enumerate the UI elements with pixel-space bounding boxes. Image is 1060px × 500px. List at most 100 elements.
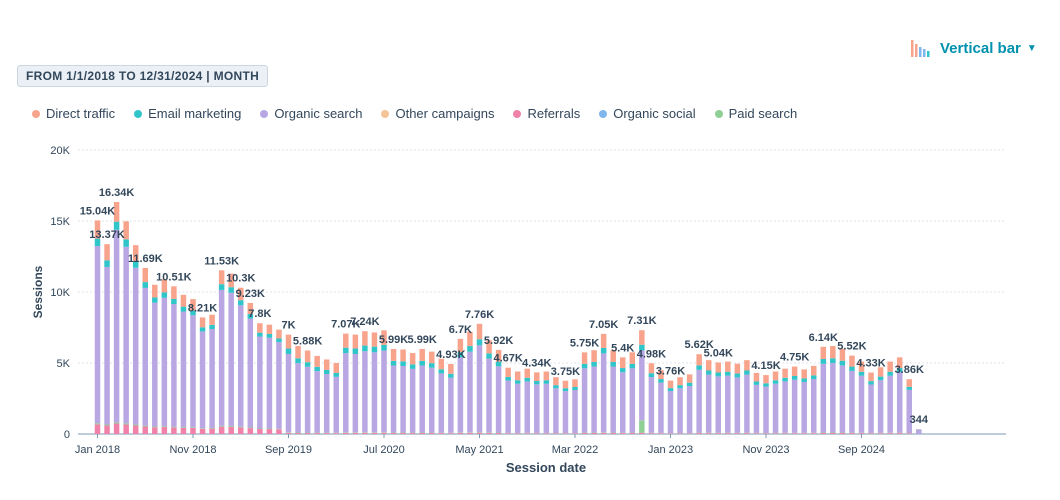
bar-segment-organic — [648, 377, 655, 433]
bar-segment-referrals — [705, 433, 712, 434]
bar-segment-organic — [553, 388, 559, 434]
bar-segment-referrals — [276, 429, 282, 434]
bar-segment-referrals — [371, 432, 378, 434]
data-label: 10.51K — [156, 271, 192, 283]
bar-segment-direct — [896, 357, 903, 369]
bar-segment-organic — [476, 345, 483, 433]
date-range-filter[interactable]: FROM 1/1/2018 TO 12/31/2024 | MONTH — [17, 65, 269, 87]
legend-swatch — [381, 109, 390, 118]
legend-item-email-marketing[interactable]: Email marketing — [134, 106, 241, 121]
bar-segment-direct — [152, 284, 158, 298]
bar-segment-direct — [486, 340, 492, 354]
bar-segment-organic — [715, 376, 721, 433]
bar-segment-direct — [390, 348, 397, 361]
bar-segment-organic — [887, 375, 893, 433]
legend-item-other-campaigns[interactable]: Other campaigns — [381, 106, 494, 121]
bar-segment-direct — [849, 355, 855, 367]
bar-segment-referrals — [247, 428, 254, 434]
bar-segment-email — [620, 368, 626, 373]
bar-segment-direct — [132, 245, 139, 262]
bar-segment-organic — [419, 365, 425, 433]
bar-segment-organic — [514, 383, 521, 433]
bar-segment-referrals — [400, 432, 406, 434]
bar-segment-email — [238, 300, 244, 306]
bar-segment-direct — [142, 268, 148, 283]
bar-segment-direct — [610, 350, 616, 362]
bar-segment-organic — [877, 380, 884, 433]
legend-item-organic-social[interactable]: Organic social — [599, 106, 696, 121]
bar-segment-referrals — [667, 433, 674, 434]
bar-segment-paid — [123, 423, 129, 425]
bar-segment-direct — [343, 333, 349, 348]
data-label: 4.93K — [436, 349, 465, 361]
bar-segment-direct — [333, 363, 339, 373]
bar-segment-email — [591, 361, 597, 367]
chart-type-dropdown[interactable]: Vertical bar ▼ — [910, 38, 1037, 58]
bar-segment-email — [600, 347, 607, 354]
data-label: 5.75K — [570, 337, 599, 349]
bar-segment-referrals — [696, 433, 702, 434]
bar-segment-referrals — [620, 433, 626, 434]
bar-segment-organic — [132, 267, 139, 425]
bar-segment-email — [715, 372, 721, 377]
bar-segment-referrals — [639, 432, 645, 434]
bar-segment-email — [572, 386, 578, 390]
bar-segment-direct — [304, 350, 311, 363]
bar-segment-direct — [190, 299, 196, 311]
x-tick-label: Sep 2019 — [265, 444, 312, 456]
bar-segment-email — [123, 239, 129, 247]
bar-segment-organic — [906, 389, 912, 434]
bar-segment-email — [514, 380, 521, 384]
legend-item-paid-search[interactable]: Paid search — [714, 106, 797, 121]
bar-segment-direct — [429, 351, 435, 364]
bar-segment-referrals — [686, 433, 693, 434]
bar-segment-organic — [409, 368, 416, 433]
bar-segment-referrals — [830, 432, 836, 434]
bar-segment-referrals — [467, 432, 473, 434]
x-tick-label: Nov 2023 — [742, 444, 789, 456]
bar-segment-referrals — [457, 432, 464, 434]
bar-segment-email — [113, 221, 120, 230]
chart-type-label: Vertical bar — [940, 39, 1021, 57]
bar-segment-email — [887, 371, 893, 376]
x-tick-label: Jul 2020 — [363, 444, 405, 456]
bar-segment-paid — [171, 426, 177, 428]
data-label: 7.31K — [627, 315, 656, 327]
bar-segment-referrals — [514, 433, 521, 434]
bar-segment-referrals — [896, 433, 903, 434]
bar-segment-email — [314, 366, 320, 372]
bar-segment-paid — [238, 426, 244, 428]
y-tick-label: 20K — [50, 145, 70, 157]
bar-segment-organic — [371, 352, 378, 433]
legend-item-organic-search[interactable]: Organic search — [260, 106, 362, 121]
bar-segment-referrals — [238, 427, 244, 434]
bar-segment-organic — [285, 353, 292, 433]
bar-segment-direct — [782, 368, 788, 378]
bar-segment-paid — [276, 428, 282, 430]
bar-segment-referrals — [94, 424, 101, 434]
bar-segment-email — [190, 310, 196, 316]
bar-segment-organic — [858, 375, 865, 433]
bar-segment-email — [639, 344, 645, 351]
bar-segment-direct — [352, 334, 359, 349]
bar-segment-direct — [381, 330, 387, 345]
legend-swatch — [513, 109, 522, 118]
bar-segment-organic — [142, 287, 148, 426]
bar-segment-email — [180, 306, 187, 312]
legend-item-referrals[interactable]: Referrals — [513, 106, 580, 121]
bar-segment-organic — [180, 311, 187, 428]
bar-segment-paid — [132, 424, 139, 426]
legend-item-direct-traffic[interactable]: Direct traffic — [32, 106, 115, 121]
bar-segment-direct — [868, 372, 874, 382]
bar-segment-direct — [581, 352, 588, 364]
bar-segment-direct — [323, 359, 330, 370]
bar-segment-referrals — [343, 432, 349, 434]
bar-segment-organic — [782, 381, 788, 433]
bar-segment-organic — [486, 358, 492, 433]
legend-label: Organic social — [613, 106, 696, 121]
bar-segment-paid — [228, 425, 234, 427]
bar-segment-referrals — [877, 433, 884, 434]
bar-segment-referrals — [171, 427, 177, 434]
bar-segment-direct — [639, 330, 645, 345]
bar-segment-email — [304, 362, 311, 367]
